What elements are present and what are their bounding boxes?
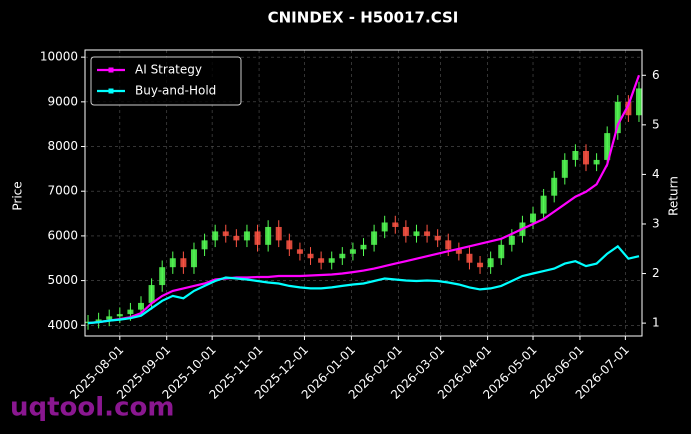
return-line	[87, 74, 641, 325]
legend-marker	[108, 67, 114, 73]
candle-body	[233, 235, 240, 241]
candle-body	[339, 253, 346, 259]
y-tick-label: 9000	[47, 94, 78, 108]
legend-label: Buy-and-Hold	[135, 84, 216, 98]
y2-tick-label: 5	[652, 117, 660, 131]
candle-body	[413, 231, 420, 236]
candle-body	[551, 177, 558, 196]
y-tick-label: 4000	[47, 318, 78, 332]
candle-body	[286, 240, 293, 250]
candle-body	[455, 249, 462, 254]
y-tick-label: 10000	[40, 50, 78, 64]
candle-body	[540, 195, 547, 214]
candle-body	[265, 226, 272, 245]
candle-body	[212, 231, 219, 241]
candle-body	[434, 235, 441, 241]
candle-body	[95, 319, 102, 322]
candle-body	[466, 253, 473, 263]
candle-body	[275, 226, 282, 241]
candle-body	[201, 240, 208, 250]
y-tick-label: 6000	[47, 228, 78, 242]
legend-box	[90, 56, 242, 106]
candle-body	[604, 133, 611, 160]
legend-marker	[108, 88, 114, 94]
y-tick-label: 5000	[47, 273, 78, 287]
return-line	[87, 244, 640, 325]
candle-body	[243, 231, 250, 241]
candle-body	[508, 235, 515, 245]
candle-body	[477, 262, 484, 268]
candle-body	[318, 258, 325, 263]
candle-body	[360, 244, 367, 250]
candle-body	[254, 231, 261, 245]
y2-axis-label: Return	[667, 176, 681, 216]
y-tick-label: 8000	[47, 139, 78, 153]
candle-body	[593, 159, 600, 165]
candle-body	[296, 249, 303, 254]
candle-body	[424, 231, 431, 236]
candle-body	[572, 150, 579, 160]
candle-body	[328, 258, 335, 263]
y2-tick-label: 6	[652, 68, 660, 82]
candle-body	[498, 244, 505, 259]
candle-body	[381, 222, 388, 232]
y2-tick-label: 2	[652, 266, 660, 280]
candle-body	[169, 258, 176, 268]
plot-area	[85, 50, 642, 336]
candle-body	[487, 258, 494, 268]
legend: AI Strategy Buy-and-Hold	[90, 56, 242, 106]
y-axis-label: Price	[11, 181, 25, 210]
watermark: uqtool.com	[10, 393, 174, 423]
candle-body	[222, 231, 229, 236]
candle-body	[148, 285, 155, 303]
candle-body	[392, 222, 399, 227]
candle-body	[635, 88, 642, 116]
candle-body	[582, 150, 589, 165]
y2-tick-label: 4	[652, 167, 660, 181]
candle-body	[127, 309, 134, 315]
plot-frame	[84, 49, 643, 337]
y2-tick-label: 1	[652, 316, 660, 330]
candle-body	[402, 226, 409, 236]
legend-label: AI Strategy	[135, 63, 202, 77]
candle-body	[625, 101, 632, 116]
candle-body	[106, 316, 113, 320]
candle-body	[159, 267, 166, 286]
candle-body	[307, 253, 314, 259]
y-tick-label: 7000	[47, 184, 78, 198]
candle-body	[180, 258, 187, 268]
candle-body	[349, 249, 356, 254]
candle-body	[614, 101, 621, 134]
candle-body	[371, 231, 378, 245]
candle-body	[190, 249, 197, 268]
candle-body	[116, 314, 123, 317]
candle-body	[445, 240, 452, 250]
y2-tick-label: 3	[652, 216, 660, 230]
chart-title: CNINDEX - H50017.CSI	[268, 9, 459, 27]
candle-body	[530, 213, 537, 223]
candle-body	[138, 302, 145, 310]
candle-body	[561, 159, 568, 178]
